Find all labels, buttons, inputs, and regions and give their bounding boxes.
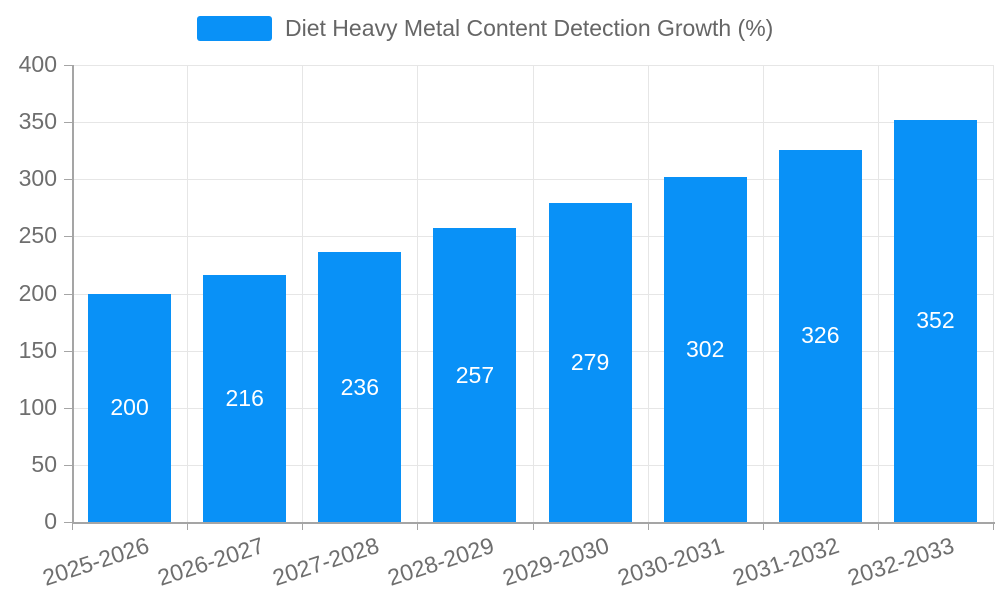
chart-legend[interactable]: Diet Heavy Metal Content Detection Growt…	[197, 15, 773, 42]
bar-value-label: 352	[916, 307, 955, 334]
bar-value-label: 279	[570, 349, 610, 376]
x-tick-mark	[532, 522, 534, 530]
x-tick-mark	[72, 522, 73, 530]
bar[interactable]: 352	[893, 119, 977, 522]
y-tick-mark	[64, 522, 72, 523]
bar[interactable]: 236	[318, 252, 402, 522]
x-gridline	[993, 65, 994, 522]
bar-value-label: 236	[340, 373, 379, 400]
bar-value-label: 200	[110, 394, 149, 421]
legend-label: Diet Heavy Metal Content Detection Growt…	[285, 15, 774, 41]
bar[interactable]: 302	[663, 176, 747, 522]
bar[interactable]: 200	[88, 293, 172, 522]
x-tick-mark	[762, 522, 764, 530]
bar-value-label: 326	[801, 322, 840, 349]
x-tick-mark	[417, 522, 419, 530]
x-tick-mark	[302, 522, 304, 530]
y-axis-tick-label: 200	[18, 279, 57, 306]
y-tick-mark	[64, 464, 72, 466]
x-gridline	[647, 65, 649, 522]
y-tick-mark	[64, 179, 72, 181]
x-tick-mark	[993, 522, 994, 530]
y-tick-mark	[64, 236, 72, 238]
y-axis-tick-label: 400	[18, 51, 57, 77]
y-tick-mark	[64, 407, 72, 409]
x-gridline	[302, 65, 304, 522]
bar[interactable]: 279	[548, 203, 632, 522]
y-axis-tick-label: 0	[44, 508, 57, 534]
legend-swatch-icon	[197, 16, 272, 41]
bar[interactable]: 257	[433, 228, 517, 522]
bar-value-label: 257	[455, 361, 495, 388]
y-tick-mark	[64, 65, 72, 66]
x-gridline	[417, 65, 419, 522]
y-axis-tick-label: 100	[18, 393, 57, 420]
bar-value-label: 216	[225, 385, 264, 412]
y-axis-tick-label: 50	[31, 450, 57, 477]
x-tick-mark	[647, 522, 649, 530]
x-gridline	[877, 65, 879, 522]
bar[interactable]: 216	[203, 275, 287, 522]
bar-value-label: 302	[686, 335, 725, 362]
x-tick-mark	[187, 522, 189, 530]
y-tick-mark	[64, 350, 72, 352]
y-axis-tick-label: 150	[18, 336, 57, 363]
x-gridline	[532, 65, 534, 522]
x-gridline	[762, 65, 764, 522]
bar[interactable]: 326	[778, 149, 862, 522]
y-axis-tick-label: 300	[18, 165, 57, 192]
x-gridline	[187, 65, 189, 522]
y-axis-tick-label: 250	[18, 222, 57, 249]
y-axis-tick-label: 350	[18, 108, 57, 135]
y-tick-mark	[64, 122, 72, 124]
x-tick-mark	[877, 522, 879, 530]
x-axis-line	[72, 522, 995, 524]
y-tick-mark	[64, 293, 72, 295]
y-axis-line	[72, 65, 74, 524]
